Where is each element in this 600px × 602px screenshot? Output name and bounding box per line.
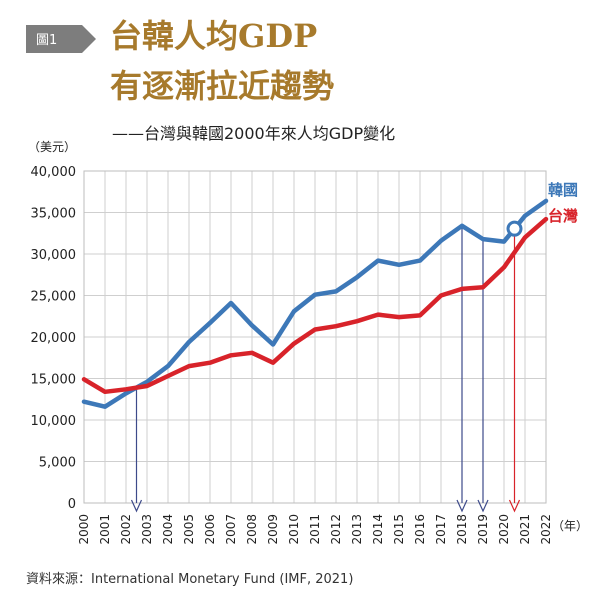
annotation-arrows (130, 227, 521, 513)
x-tick-label: 2005 (182, 514, 196, 545)
annotation-arrow-head (130, 499, 143, 513)
chart-subtitle: ——台灣與韓國2000年來人均GDP變化 (112, 124, 396, 143)
annotation-arrow-head (456, 499, 468, 513)
x-tick-label: 2017 (434, 514, 448, 545)
x-tick-label: 2020 (497, 514, 511, 545)
x-tick-label: 2007 (224, 514, 238, 545)
series-lines (81, 198, 549, 409)
x-tick-label: 2002 (119, 514, 133, 545)
x-tick-label: 2006 (203, 514, 217, 545)
plot-frame (83, 170, 547, 504)
x-tick-label: 2012 (329, 514, 343, 545)
x-tick-label: 2015 (392, 514, 406, 545)
tick-labels: 0 5,000 10,000 15,000 20,000 25,000 30,000 35,0… (31, 165, 554, 545)
x-tick-label: 2013 (350, 514, 364, 545)
y-tick-label: 25,000 (31, 290, 77, 305)
source-note: 資料來源：International Monetary Fund (IMF, 2… (26, 572, 354, 587)
x-tick-label: 2022 (539, 514, 553, 545)
y-tick-label: 20,000 (31, 331, 77, 346)
y-tick-label: 15,000 (31, 373, 77, 388)
x-tick-label: 2000 (77, 514, 91, 545)
highlight-marker (506, 220, 523, 237)
x-tick-label: 2010 (287, 514, 301, 545)
x-tick-label: 2001 (98, 514, 112, 545)
x-tick-label: 2016 (413, 514, 427, 545)
x-tick-label: 2018 (455, 514, 469, 545)
series-line (81, 216, 549, 395)
x-tick-label: 2009 (266, 514, 280, 545)
badge-shape (26, 25, 96, 53)
legend-label: 台灣 (548, 207, 578, 225)
figure-badge (26, 25, 96, 53)
y-tick-label: 5,000 (39, 456, 76, 471)
page-title-line2: 有逐漸拉近趨勢 (110, 67, 335, 105)
annotation-arrow-head (477, 499, 489, 513)
annotation-arrow-head (508, 499, 521, 513)
grid-layer (83, 170, 547, 504)
y-axis-unit: （美元） (28, 140, 76, 154)
y-tick-label: 40,000 (31, 165, 77, 180)
series-line (81, 198, 549, 409)
x-tick-label: 2008 (245, 514, 259, 545)
x-tick-label: 2019 (476, 514, 490, 545)
x-tick-label: 2004 (161, 514, 175, 545)
y-tick-label: 10,000 (31, 414, 77, 429)
y-tick-label: 30,000 (31, 248, 77, 263)
x-tick-label: 2014 (371, 514, 385, 545)
figure-badge-label: 圖1 (36, 33, 58, 48)
x-tick-label: 2011 (308, 514, 322, 545)
y-tick-label: 35,000 (31, 207, 77, 222)
x-axis-unit: （年） (552, 519, 588, 533)
legend-label: 韓國 (548, 181, 578, 199)
page-title-line1: 台韓人均GDP (110, 17, 318, 55)
y-tick-label: 0 (68, 497, 76, 512)
x-tick-label: 2021 (518, 514, 532, 545)
x-tick-label: 2003 (140, 514, 154, 545)
